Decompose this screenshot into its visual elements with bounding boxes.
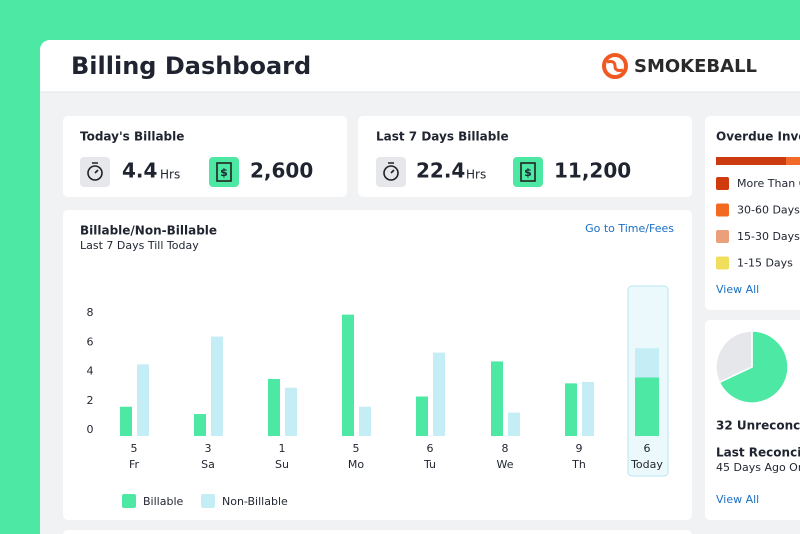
bar bbox=[211, 336, 223, 436]
money-icon: $ bbox=[220, 166, 228, 179]
pie bbox=[715, 330, 789, 404]
bar bbox=[508, 412, 520, 436]
overdue-bar bbox=[716, 157, 786, 165]
card-title: Today's Billable bbox=[80, 130, 184, 144]
legend-swatch bbox=[716, 256, 729, 270]
legend-swatch bbox=[716, 230, 729, 243]
legend-swatch bbox=[201, 494, 215, 508]
x-tick-label: Su bbox=[275, 458, 289, 471]
bar bbox=[416, 396, 428, 436]
x-tick-date: 6 bbox=[427, 442, 434, 455]
legend-label: Billable bbox=[143, 495, 183, 508]
time-fees-link[interactable]: Go to Time/Fees bbox=[585, 222, 674, 235]
legend-swatch bbox=[716, 203, 729, 217]
pie-slice bbox=[718, 330, 789, 404]
card-title: Last 7 Days Billable bbox=[376, 130, 509, 144]
x-tick-date: 6 bbox=[644, 442, 651, 455]
logo-swirl bbox=[606, 60, 624, 72]
pie-slice bbox=[715, 330, 753, 384]
bar bbox=[137, 364, 149, 436]
timer-icon bbox=[92, 162, 99, 174]
x-tick-date: 9 bbox=[576, 442, 583, 455]
bar bbox=[433, 352, 445, 436]
view-all-link[interactable]: View All bbox=[716, 493, 759, 506]
hours-value: 22.4 bbox=[416, 159, 465, 183]
header-bar bbox=[40, 40, 800, 92]
x-tick-date: 3 bbox=[205, 442, 212, 455]
bar bbox=[565, 383, 577, 436]
legend-label: 30-60 Days bbox=[737, 204, 800, 217]
x-tick-date: 5 bbox=[131, 442, 138, 455]
last-reconciled-title: Last Reconciled bbox=[716, 446, 800, 460]
y-tick-label: 6 bbox=[87, 335, 94, 348]
y-tick-label: 4 bbox=[87, 365, 94, 378]
bar bbox=[635, 377, 659, 436]
bar bbox=[194, 414, 206, 436]
legend-swatch bbox=[122, 494, 136, 508]
chart-card bbox=[63, 210, 692, 520]
legend-label: Non-Billable bbox=[222, 495, 288, 508]
card bbox=[63, 530, 692, 534]
logo: SMOKEBALL bbox=[602, 53, 757, 79]
logo-text: SMOKEBALL bbox=[634, 56, 757, 77]
overdue-legend: More Than 6 30-60 Days 15-30 Days 1-15 Days bbox=[716, 177, 800, 270]
last-reconciled-text: 45 Days Ago On C bbox=[716, 461, 800, 474]
x-tick-label: Tu bbox=[423, 458, 436, 471]
chart-subtitle: Last 7 Days Till Today bbox=[80, 239, 199, 252]
timer-icon bbox=[87, 165, 103, 181]
bar bbox=[285, 387, 297, 436]
amount-value: 2,600 bbox=[250, 159, 313, 183]
x-tick-date: 1 bbox=[279, 442, 286, 455]
chart-title: Billable/Non-Billable bbox=[80, 224, 217, 238]
hours-value: 4.4 bbox=[122, 159, 157, 183]
card bbox=[358, 116, 692, 197]
bar bbox=[582, 381, 594, 436]
view-all-link[interactable]: View All bbox=[716, 283, 759, 296]
y-tick-label: 2 bbox=[87, 394, 94, 407]
overdue-bar bbox=[786, 157, 800, 165]
money-icon bbox=[216, 162, 232, 182]
amount-value: 11,200 bbox=[554, 159, 631, 183]
legend-label: 15-30 Days bbox=[737, 230, 800, 243]
x-tick-label: We bbox=[497, 458, 514, 471]
x-tick-label: Fr bbox=[129, 458, 140, 471]
money-icon bbox=[520, 162, 536, 182]
x-tick-label: Mo bbox=[348, 458, 364, 471]
legend-swatch bbox=[716, 177, 729, 190]
legend-label: 1-15 Days bbox=[737, 257, 793, 270]
page-title: Billing Dashboard bbox=[71, 52, 311, 80]
timer-icon bbox=[383, 165, 399, 181]
bar bbox=[342, 314, 354, 436]
hours-unit: Hrs bbox=[466, 168, 486, 182]
bar bbox=[120, 406, 132, 436]
x-tick-label: Today bbox=[630, 458, 663, 471]
x-tick-label: Sa bbox=[201, 458, 215, 471]
bar bbox=[268, 378, 280, 436]
x-tick-date: 8 bbox=[502, 442, 509, 455]
logo-icon bbox=[602, 53, 628, 79]
hours-unit: Hrs bbox=[160, 168, 180, 182]
timer-icon bbox=[388, 162, 395, 174]
x-tick-label: Th bbox=[571, 458, 586, 471]
bar bbox=[491, 361, 503, 436]
unreconciled-count: 32 Unreconcile bbox=[716, 419, 800, 433]
legend-label: More Than 6 bbox=[737, 177, 800, 190]
bar bbox=[359, 406, 371, 436]
overdue-title: Overdue Invoic bbox=[716, 130, 800, 144]
y-tick-label: 8 bbox=[87, 306, 94, 319]
y-tick-label: 0 bbox=[87, 423, 94, 436]
bar-chart: 0 2 4 6 8 5 Fr 3 Sa 1 Su 5 Mo 6 Tu 8 We 9 Th 6 Today Billable… bbox=[87, 306, 663, 508]
money-icon: $ bbox=[524, 166, 532, 179]
card bbox=[63, 116, 347, 197]
x-tick-date: 5 bbox=[353, 442, 360, 455]
